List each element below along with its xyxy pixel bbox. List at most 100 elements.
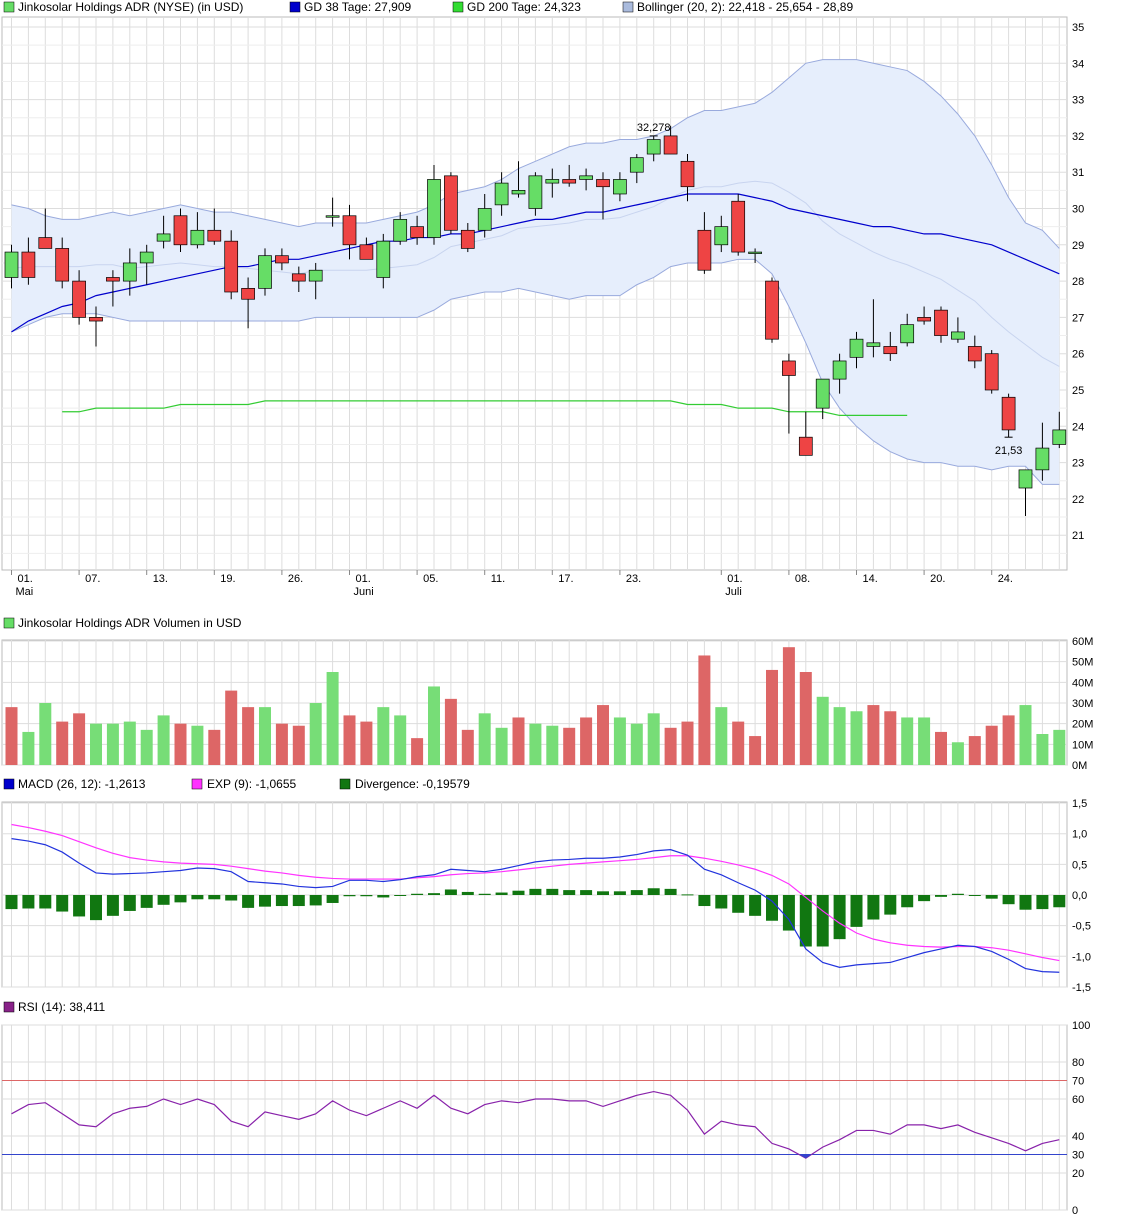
volume-bar — [884, 711, 897, 765]
candle-body — [1018, 469, 1033, 489]
price-tick-label: 30 — [1072, 204, 1084, 216]
low-annotation: 21,53 — [995, 445, 1023, 457]
price-tick-label: 31 — [1072, 167, 1084, 179]
rsi-tick-label: 80 — [1072, 1057, 1084, 1069]
x-tick-sublabel: Mai — [16, 586, 34, 598]
volume-bar — [749, 736, 762, 765]
legend-swatch-divergence — [339, 778, 351, 790]
candle-body — [156, 233, 171, 242]
legend-swatch-gd200 — [452, 1, 464, 13]
candle-body — [325, 215, 340, 218]
volume-bar — [326, 672, 339, 765]
candle-body — [89, 317, 103, 322]
volume-bar — [512, 717, 525, 765]
volume-bar — [394, 715, 407, 765]
macd-tick-label: 0,5 — [1072, 859, 1087, 871]
divergence-bar — [292, 895, 305, 907]
bollinger-upper — [11, 59, 1060, 249]
rsi-level-label: 70 — [1072, 1076, 1084, 1088]
divergence-bar — [326, 895, 339, 903]
x-tick-sublabel: Juli — [725, 586, 742, 598]
candle-body — [190, 229, 205, 246]
divergence-bar — [1002, 895, 1015, 905]
volume-bar — [39, 703, 52, 765]
candle-body — [765, 280, 779, 340]
price-tick-label: 22 — [1072, 494, 1084, 506]
x-tick-label: 08. — [795, 573, 810, 585]
rsi-tick-label: 0 — [1072, 1205, 1078, 1217]
divergence-bar — [512, 890, 525, 895]
divergence-bar — [935, 895, 947, 897]
candle-body — [629, 157, 644, 173]
volume-bar — [901, 717, 914, 765]
divergence-bar — [664, 888, 677, 895]
legend-macd: MACD (26, 12): -1,2613 — [18, 777, 146, 791]
rsi-line — [11, 1090, 1060, 1159]
price-tick-label: 34 — [1072, 58, 1084, 70]
candle-body — [545, 179, 560, 184]
divergence-bar — [732, 895, 745, 913]
volume-bar — [613, 717, 626, 765]
candle-body — [106, 277, 120, 282]
gd200-line — [62, 400, 908, 417]
divergence-bar — [377, 895, 390, 898]
rsi-tick-label: 40 — [1072, 1131, 1084, 1143]
divergence-bar — [766, 895, 778, 921]
macd-tick-label: -1,0 — [1072, 951, 1091, 963]
volume-tick-label: 10M — [1072, 739, 1093, 751]
divergence-bar — [681, 894, 694, 896]
rsi-level-label: 30 — [1072, 1150, 1084, 1162]
legend-swatch-volume — [3, 617, 15, 629]
divergence-bar — [56, 895, 69, 912]
divergence-bar — [428, 893, 440, 895]
x-tick-label: 20. — [930, 573, 945, 585]
volume-bar — [259, 707, 271, 765]
bollinger-band-fill — [11, 59, 1060, 485]
price-legend: Jinkosolar Holdings ADR (NYSE) (in USD) … — [3, 0, 853, 14]
volume-bar — [106, 723, 119, 765]
divergence-bar — [901, 895, 914, 908]
price-tick-label: 27 — [1072, 312, 1084, 324]
divergence-bar — [647, 888, 660, 895]
divergence-bar — [123, 895, 136, 911]
candle-body — [815, 378, 830, 409]
candle-body — [427, 179, 441, 238]
candle-body — [122, 262, 137, 282]
x-tick-label: 11. — [491, 573, 505, 585]
volume-bar — [73, 713, 86, 765]
candle-body — [798, 436, 813, 456]
divergence-bar — [444, 889, 457, 895]
x-tick-label: 05. — [423, 573, 438, 585]
volume-bar — [495, 727, 508, 765]
price-tick-label: 26 — [1072, 349, 1084, 361]
price-tick-label: 25 — [1072, 385, 1084, 397]
candle-body — [207, 229, 222, 242]
x-tick-label: 17. — [558, 573, 573, 585]
rsi-legend: RSI (14): 38,411 — [3, 1000, 105, 1014]
x-tick-label: 23. — [626, 573, 641, 585]
volume-bar — [782, 647, 795, 765]
volume-bar — [715, 707, 728, 765]
divergence-bar — [833, 895, 846, 940]
divergence-bar — [529, 888, 542, 895]
volume-bar — [816, 696, 829, 765]
divergence-bar — [191, 895, 204, 900]
divergence-bar — [918, 895, 931, 902]
volume-bar — [309, 703, 322, 765]
legend-swatch-rsi — [3, 1001, 15, 1013]
volume-bar — [444, 698, 457, 765]
price-layer: 32,278 21,53 — [4, 59, 1067, 516]
rsi-tick-label: 60 — [1072, 1094, 1084, 1106]
volume-bar — [918, 717, 931, 765]
legend-swatch-macd — [3, 778, 15, 790]
x-tick-label: 26. — [288, 573, 303, 585]
volume-bar — [428, 686, 440, 765]
divergence-bar — [5, 895, 18, 910]
gd38-line — [11, 193, 1060, 333]
volume-bar — [90, 723, 102, 765]
macd-line — [11, 838, 1060, 973]
candle-body — [393, 219, 408, 242]
divergence-bar — [1019, 895, 1032, 910]
x-tick-label: 01. — [356, 573, 371, 585]
rsi-oversold-fill — [799, 1154, 812, 1159]
